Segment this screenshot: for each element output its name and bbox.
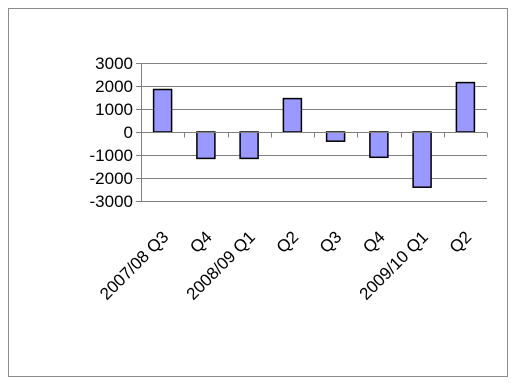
y-tick-label-2: 1000 xyxy=(95,100,133,119)
chart-area xyxy=(8,8,508,377)
bar-3 xyxy=(282,97,303,133)
bars xyxy=(152,81,476,188)
y-tick-label-5: -2000 xyxy=(90,169,133,188)
x-tick-label-5: Q4 xyxy=(359,227,388,256)
gridlines xyxy=(141,63,487,202)
bar-2 xyxy=(239,131,259,160)
bar-0 xyxy=(152,88,173,133)
x-tick-label-3: Q2 xyxy=(273,227,302,256)
y-tick-label-4: -1000 xyxy=(90,146,133,165)
y-tick-label-3: 0 xyxy=(124,123,133,142)
bar-4 xyxy=(325,131,346,142)
y-tick-label-1: 2000 xyxy=(95,77,133,96)
x-tick-label-7: Q2 xyxy=(446,227,475,256)
y-tick-labels: 3000 2000 1000 0 -1000 -2000 -3000 xyxy=(90,54,133,211)
bar-1 xyxy=(196,131,216,160)
y-tick-label-6: -3000 xyxy=(90,192,133,211)
bar-6 xyxy=(412,131,432,188)
x-tick-label-0: 2007/08 Q3 xyxy=(96,227,172,303)
bar-7 xyxy=(455,81,476,133)
axes xyxy=(136,63,488,202)
y-tick-label-0: 3000 xyxy=(95,54,133,73)
x-tick-label-1: Q4 xyxy=(186,227,215,256)
bar-5 xyxy=(369,131,389,159)
x-tick-label-4: Q3 xyxy=(316,227,345,256)
